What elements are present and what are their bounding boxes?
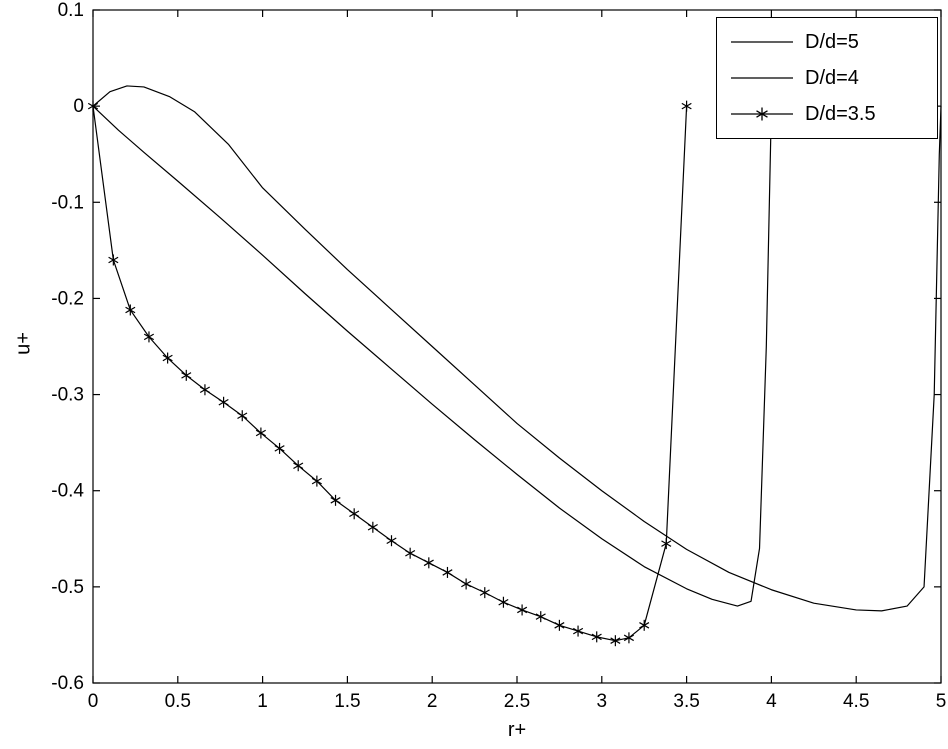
y-tick-label: -0.5	[51, 577, 84, 598]
series-line-Dd5	[92, 85, 942, 612]
x-tick-label: 0	[88, 691, 99, 712]
series-markers	[87, 100, 692, 647]
y-tick-label: -0.6	[51, 673, 84, 694]
y-tick-label: -0.3	[51, 385, 84, 406]
x-tick-label: 5	[936, 691, 947, 712]
x-tick-label: 4	[766, 691, 777, 712]
x-tick-label: 2	[427, 691, 438, 712]
legend-label: D/d=5	[805, 31, 859, 53]
x-tick-label: 3.5	[673, 691, 699, 712]
legend-entry-dd4: D/d=4	[729, 66, 933, 90]
y-tick-label: -0.2	[51, 288, 84, 309]
x-axis-label: r+	[507, 719, 527, 741]
y-tick-label: -0.4	[51, 481, 84, 502]
legend: D/d=5 D/d=4 D/d=3.5	[716, 17, 938, 139]
series-line-Dd4	[92, 105, 772, 607]
legend-line-sample-solid	[731, 41, 793, 43]
legend-line-sample-solid	[731, 77, 793, 79]
x-tick-label: 4.5	[843, 691, 869, 712]
x-tick-label: 1	[257, 691, 268, 712]
y-axis-label: u+	[12, 332, 35, 355]
y-tick-label: -0.1	[51, 192, 84, 213]
legend-entry-dd5: D/d=5	[729, 30, 933, 54]
x-tick-label: 2.5	[504, 691, 530, 712]
x-tick-label: 3	[597, 691, 608, 712]
legend-label: D/d=4	[805, 67, 859, 89]
asterisk-marker-icon	[756, 107, 768, 121]
x-tick-label: 0.5	[165, 691, 191, 712]
y-tick-label: 0.1	[58, 0, 84, 21]
legend-label: D/d=3.5	[805, 103, 876, 125]
legend-line-sample-asterisk	[731, 107, 793, 121]
x-tick-label: 1.5	[334, 691, 360, 712]
legend-entry-dd35: D/d=3.5	[729, 102, 933, 126]
y-tick-label: 0	[73, 96, 84, 117]
